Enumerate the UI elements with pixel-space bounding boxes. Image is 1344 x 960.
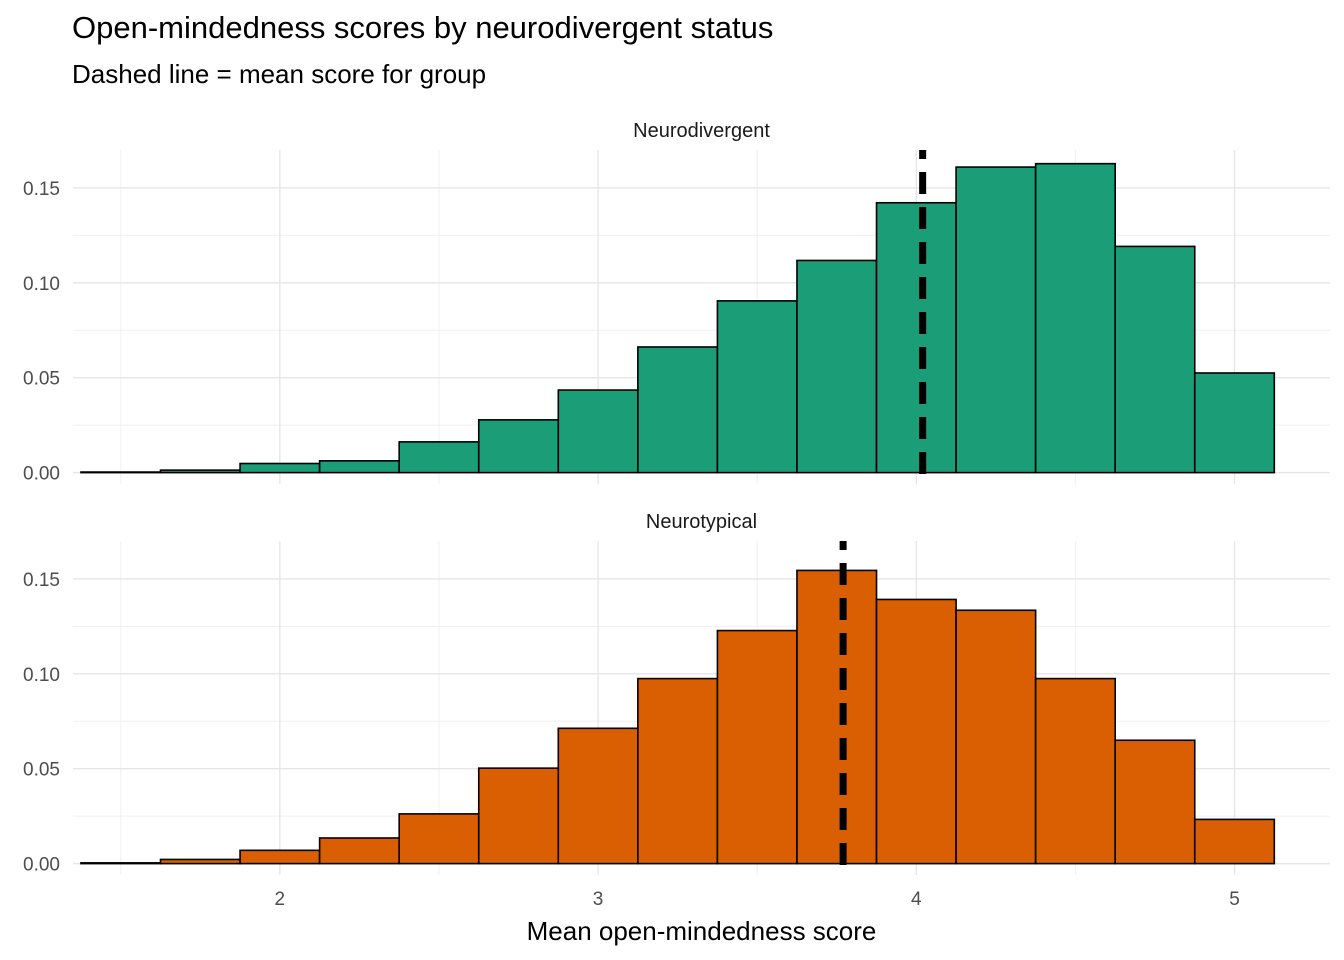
histogram-bar [796,259,878,474]
histogram-bar [80,471,162,474]
histogram-bar [398,441,480,474]
y-tick-label: 0.00 [23,855,60,876]
histogram-bar [955,166,1037,474]
histogram-bar [875,598,957,865]
histogram-bar [477,767,560,865]
y-tick-label: 0.15 [23,570,60,591]
histogram-bar [318,837,400,865]
histogram-bar [557,727,639,865]
histogram-bar [239,462,321,474]
x-tick-label: 2 [275,889,286,910]
chart-subtitle: Dashed line = mean score for group [72,59,487,89]
histogram-bar [637,346,719,474]
histogram-bar [159,469,241,474]
histogram-bar [1034,677,1116,865]
x-tick-label: 3 [593,889,604,910]
x-tick-label: 5 [1229,889,1240,910]
chart-title: Open-mindedness scores by neurodivergent… [72,10,774,45]
histogram-bar [239,849,321,865]
histogram-bar [796,569,878,865]
x-tick-label: 4 [911,889,922,910]
histogram-bar [716,300,798,474]
histogram-bar [398,813,480,865]
histogram-bar [1193,818,1276,865]
histogram-bar [716,629,798,865]
facet-label: Neurotypical [646,511,757,533]
histogram-bar [955,609,1037,865]
y-tick-label: 0.10 [23,665,60,686]
histogram-bar [637,677,719,865]
x-axis-label: Mean open-mindedness score [527,916,877,946]
histogram-bar [557,389,639,474]
histogram-bar [1114,245,1196,474]
histogram-bar [875,201,957,474]
histogram-bar [159,858,241,865]
histogram-bar [1034,162,1116,474]
histogram-bar [1114,739,1196,865]
y-tick-label: 0.05 [23,760,60,781]
histogram-bar [1193,372,1276,474]
y-tick-label: 0.00 [23,464,60,485]
y-tick-label: 0.05 [23,369,60,390]
histogram-bar [80,862,162,865]
histogram-bar [318,460,400,474]
y-tick-label: 0.15 [23,179,60,200]
facet-label: Neurodivergent [633,120,770,142]
histogram-bar [477,419,560,474]
y-tick-label: 0.10 [23,274,60,295]
